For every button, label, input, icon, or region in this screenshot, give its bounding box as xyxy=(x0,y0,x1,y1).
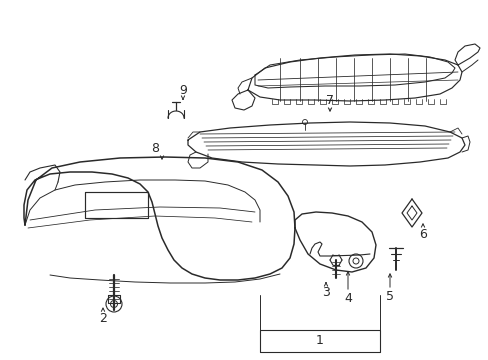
Text: 9: 9 xyxy=(179,84,186,96)
Text: 5: 5 xyxy=(385,289,393,302)
Text: 7: 7 xyxy=(325,94,333,107)
Text: 3: 3 xyxy=(322,285,329,298)
Text: 1: 1 xyxy=(315,334,323,347)
Text: 8: 8 xyxy=(151,141,159,154)
Text: 4: 4 xyxy=(344,292,351,305)
Text: 2: 2 xyxy=(99,311,107,324)
Text: 6: 6 xyxy=(418,228,426,240)
